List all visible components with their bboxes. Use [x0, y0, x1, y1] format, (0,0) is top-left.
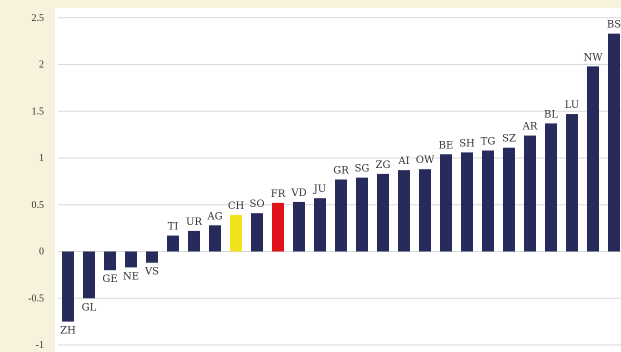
bar-label-zg: ZG: [376, 160, 391, 171]
bar-ti: [167, 235, 179, 252]
bar-label-lu: LU: [565, 100, 580, 111]
y-tick-label: 0.5: [32, 200, 45, 211]
bar-label-gl: GL: [82, 302, 97, 313]
y-tick-label: -0.5: [28, 293, 44, 304]
bar-label-ti: TI: [168, 222, 179, 233]
bar-label-tg: TG: [481, 137, 496, 148]
bar-gr: [335, 179, 347, 252]
bar-sg: [356, 177, 368, 252]
bar-label-ai: AI: [397, 156, 409, 167]
bar-lu: [566, 114, 578, 252]
y-tick-label: 2.5: [32, 13, 45, 24]
bar-label-fr: FR: [271, 189, 286, 200]
bar-label-ur: UR: [186, 217, 202, 228]
bar-ar: [524, 135, 536, 252]
bar-label-ne: NE: [123, 271, 139, 282]
bar-label-vd: VD: [290, 188, 306, 199]
bar-label-sz: SZ: [502, 134, 516, 145]
bar-zh: [62, 251, 74, 322]
bar-label-sg: SG: [355, 164, 370, 175]
bar-bs: [608, 33, 620, 252]
bar-vs: [146, 251, 158, 263]
bar-sh: [461, 152, 473, 252]
bar-gl: [83, 251, 95, 299]
bar-be: [440, 154, 452, 252]
bar-so: [251, 213, 263, 252]
bar-label-gr: GR: [333, 166, 349, 177]
y-tick-label: 2: [39, 60, 44, 71]
bar-label-ge: GE: [102, 274, 117, 285]
y-tick-label: 1.5: [32, 106, 45, 117]
y-tick-label: -1: [36, 340, 44, 351]
bar-ur: [188, 230, 200, 252]
bar-ch: [230, 215, 242, 252]
bar-label-sh: SH: [459, 138, 475, 149]
bar-label-so: SO: [249, 199, 264, 210]
bar-label-bs: BS: [607, 20, 621, 31]
bar-ju: [314, 198, 326, 252]
bar-label-ar: AR: [522, 122, 538, 133]
bars: [62, 33, 620, 322]
bar-ag: [209, 225, 221, 252]
bar-ai: [398, 170, 410, 252]
bar-ge: [104, 251, 116, 271]
bar-bl: [545, 123, 557, 252]
bar-ne: [125, 251, 137, 268]
bar-label-ow: OW: [416, 155, 435, 166]
bar-label-be: BE: [439, 140, 454, 151]
bar-label-zh: ZH: [60, 326, 76, 337]
bar-label-vs: VS: [144, 267, 159, 278]
bar-tg: [482, 150, 494, 252]
y-tick-label: 0: [39, 247, 44, 258]
bar-vd: [293, 201, 305, 252]
bar-fr: [272, 202, 284, 252]
bar-label-ju: JU: [313, 184, 326, 195]
bar-ow: [419, 169, 431, 252]
y-tick-label: 1: [39, 153, 44, 164]
bar-label-nw: NW: [583, 52, 603, 63]
bar-label-ch: CH: [228, 201, 245, 212]
bar-zg: [377, 173, 389, 252]
bar-label-ag: AG: [206, 211, 222, 222]
bar-label-bl: BL: [544, 109, 558, 120]
y-axis: -1 -0.5 0 0.5 1 1.5 2 2.5: [28, 13, 44, 351]
bar-sz: [503, 147, 515, 252]
category-labels: ZH GL GE NE VS TI UR AG CH SO FR VD JU GR SG ZG AI OW BE SH…: [60, 20, 621, 337]
bar-nw: [587, 66, 599, 252]
